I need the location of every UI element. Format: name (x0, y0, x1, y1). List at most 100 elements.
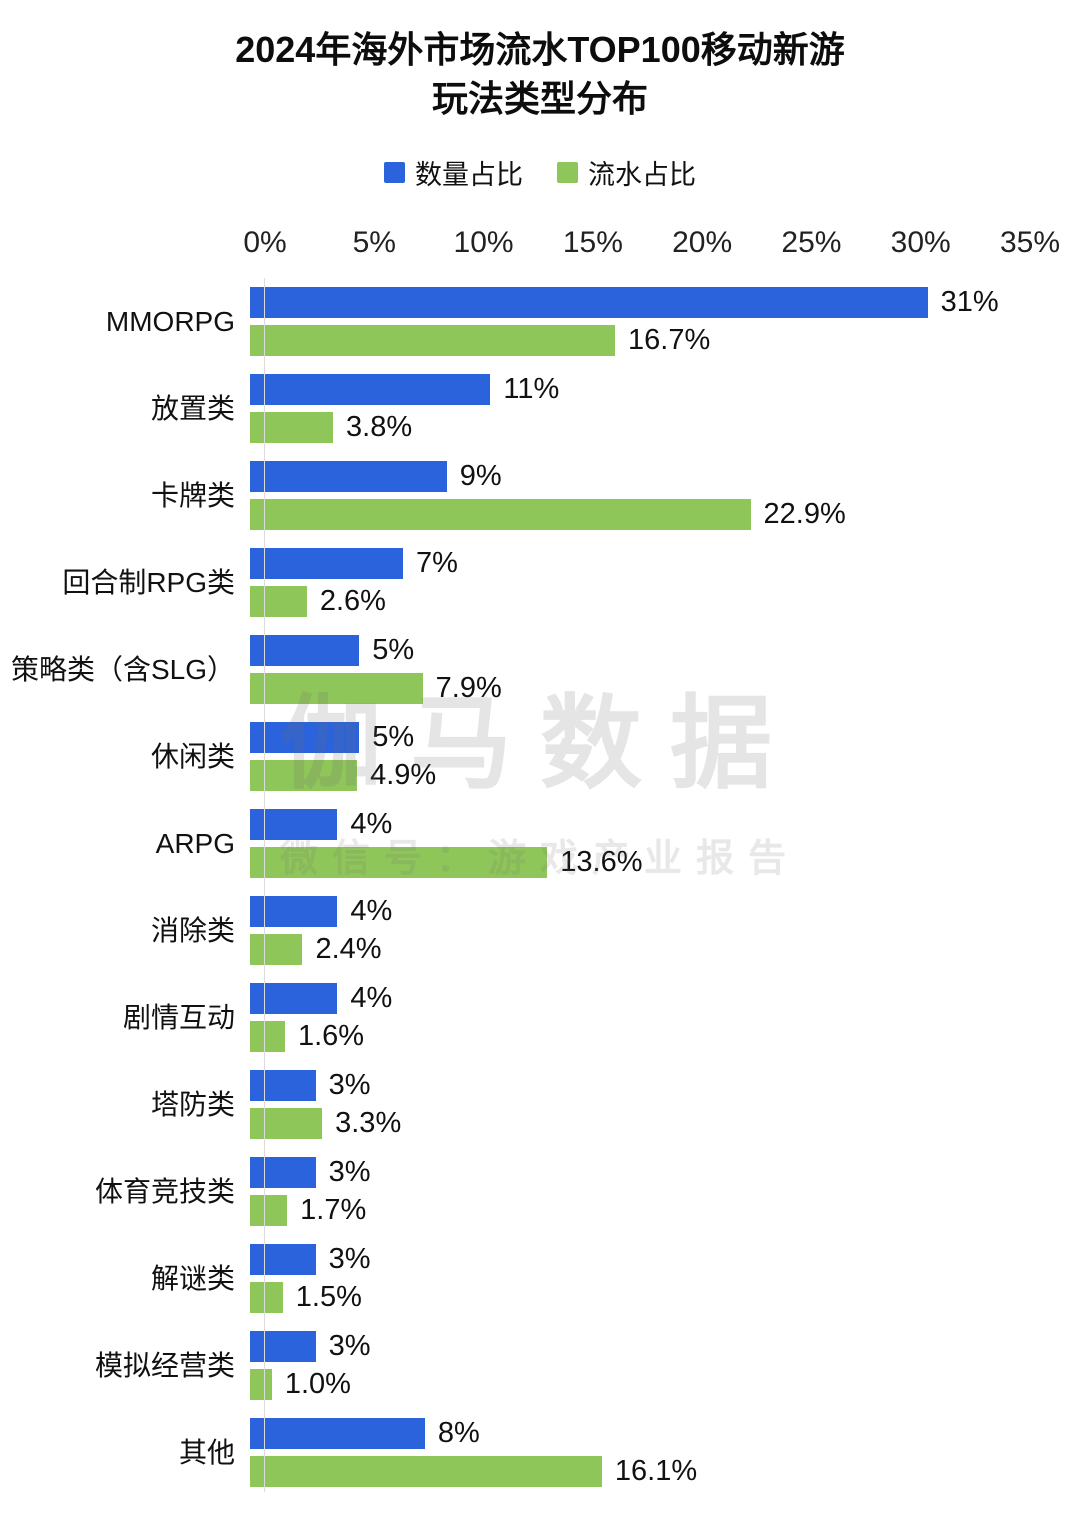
chart-row: ARPG 4% 13.6% (0, 800, 1080, 887)
value-label: 9% (459, 460, 502, 493)
revenue-bar (250, 847, 548, 879)
bar-line: 3% (250, 1069, 1015, 1102)
revenue-bar (250, 412, 334, 444)
bar-pair: 4% 1.6% (250, 982, 1015, 1053)
bar-line: 2.6% (250, 585, 1015, 618)
bar-pair: 3% 1.5% (250, 1243, 1015, 1314)
bar-pair: 8% 16.1% (250, 1417, 1015, 1488)
bar-line: 1.5% (250, 1281, 1015, 1314)
chart-row: 其他 8% 16.1% (0, 1409, 1080, 1496)
bar-line: 2.4% (250, 933, 1015, 966)
value-label: 13.6% (560, 846, 643, 879)
chart-row: 卡牌类 9% 22.9% (0, 452, 1080, 539)
value-label: 1.0% (284, 1368, 351, 1401)
category-label: 模拟经营类 (94, 1349, 235, 1381)
chart-rows: MMORPG 31% 16.7% 放置类 11% 3.8% 卡牌类 9% 22.9% 回合制RPG… (0, 278, 1080, 1496)
revenue-bar (250, 673, 423, 705)
value-label: 1.7% (300, 1194, 367, 1227)
quantity-bar (250, 1418, 425, 1450)
quantity-bar (250, 635, 360, 667)
x-axis-tick: 20% (672, 226, 733, 260)
bar-pair: 4% 13.6% (250, 808, 1015, 879)
chart-row: MMORPG 31% 16.7% (0, 278, 1080, 365)
value-label: 1.6% (297, 1020, 365, 1053)
value-label: 31% (940, 286, 999, 319)
category-label: 策略类（含SLG） (10, 653, 235, 685)
category-label: 卡牌类 (150, 479, 235, 511)
x-axis-tick: 15% (562, 226, 623, 260)
quantity-bar (250, 548, 403, 580)
chart-title-line1: 2024年海外市场流水TOP100移动新游 (235, 29, 845, 70)
bar-chart: 0% 5% 10% 15% 20% 25% 30% 35% MMORPG 31% 16.7% 放置类… (0, 226, 1080, 1496)
category-label: ARPG (155, 827, 235, 859)
x-axis-tick: 25% (781, 226, 842, 260)
bar-line: 8% (250, 1417, 1015, 1450)
bar-line: 9% (250, 460, 1015, 493)
quantity-bar (250, 1331, 316, 1363)
revenue-bar (250, 1108, 323, 1140)
bar-line: 16.7% (250, 324, 1015, 357)
chart-title: 2024年海外市场流水TOP100移动新游 玩法类型分布 (0, 0, 1080, 123)
bar-line: 1.6% (250, 1020, 1015, 1053)
category-label: 放置类 (150, 392, 235, 424)
bar-line: 7% (250, 547, 1015, 580)
bar-line: 4% (250, 982, 1015, 1015)
value-label: 16.7% (628, 324, 711, 357)
chart-row: 消除类 4% 2.4% (0, 887, 1080, 974)
revenue-bar (250, 934, 303, 966)
chart-row: 体育竞技类 3% 1.7% (0, 1148, 1080, 1235)
bar-pair: 5% 7.9% (250, 634, 1015, 705)
bar-line: 31% (250, 286, 1015, 319)
quantity-bar (250, 1244, 316, 1276)
category-label: 塔防类 (150, 1088, 235, 1120)
revenue-bar (250, 586, 307, 618)
category-label: MMORPG (105, 305, 235, 337)
category-label: 其他 (178, 1436, 235, 1468)
axis-baseline (264, 278, 265, 1493)
value-label: 2.6% (319, 585, 386, 618)
revenue-bar (250, 1369, 272, 1401)
quantity-bar (250, 287, 928, 319)
bar-line: 4% (250, 895, 1015, 928)
chart-row: 策略类（含SLG） 5% 7.9% (0, 626, 1080, 713)
x-axis-tick: 5% (352, 226, 396, 260)
bar-pair: 3% 3.3% (250, 1069, 1015, 1140)
x-axis-tick: 10% (453, 226, 514, 260)
value-label: 8% (437, 1417, 480, 1450)
value-label: 4% (350, 982, 393, 1015)
legend-item-0: 数量占比 (384, 153, 523, 192)
chart-row: 回合制RPG类 7% 2.6% (0, 539, 1080, 626)
revenue-bar (250, 1456, 602, 1488)
revenue-bar (250, 760, 358, 792)
value-label: 1.5% (295, 1281, 362, 1314)
chart-row: 剧情互动 4% 1.6% (0, 974, 1080, 1061)
quantity-bar (250, 374, 491, 406)
bar-line: 1.7% (250, 1194, 1015, 1227)
bar-line: 5% (250, 721, 1015, 754)
value-label: 3% (328, 1069, 371, 1102)
category-label: 休闲类 (150, 740, 235, 772)
bar-line: 1.0% (250, 1368, 1015, 1401)
bar-pair: 7% 2.6% (250, 547, 1015, 618)
chart-row: 放置类 11% 3.8% (0, 365, 1080, 452)
chart-row: 休闲类 5% 4.9% (0, 713, 1080, 800)
value-label: 22.9% (763, 498, 846, 531)
bar-line: 3% (250, 1156, 1015, 1189)
bar-line: 5% (250, 634, 1015, 667)
bar-pair: 31% 16.7% (250, 286, 1015, 357)
quantity-bar (250, 1070, 316, 1102)
bar-pair: 3% 1.0% (250, 1330, 1015, 1401)
value-label: 5% (372, 721, 415, 754)
value-label: 11% (503, 373, 560, 406)
category-label: 解谜类 (150, 1262, 235, 1294)
bar-line: 3% (250, 1243, 1015, 1276)
bar-line: 3.8% (250, 411, 1015, 444)
bar-line: 4% (250, 808, 1015, 841)
bar-line: 3.3% (250, 1107, 1015, 1140)
bar-line: 4.9% (250, 759, 1015, 792)
bar-line: 11% (250, 373, 1015, 406)
revenue-bar (250, 499, 751, 531)
x-axis-tick: 30% (890, 226, 951, 260)
bar-line: 13.6% (250, 846, 1015, 879)
